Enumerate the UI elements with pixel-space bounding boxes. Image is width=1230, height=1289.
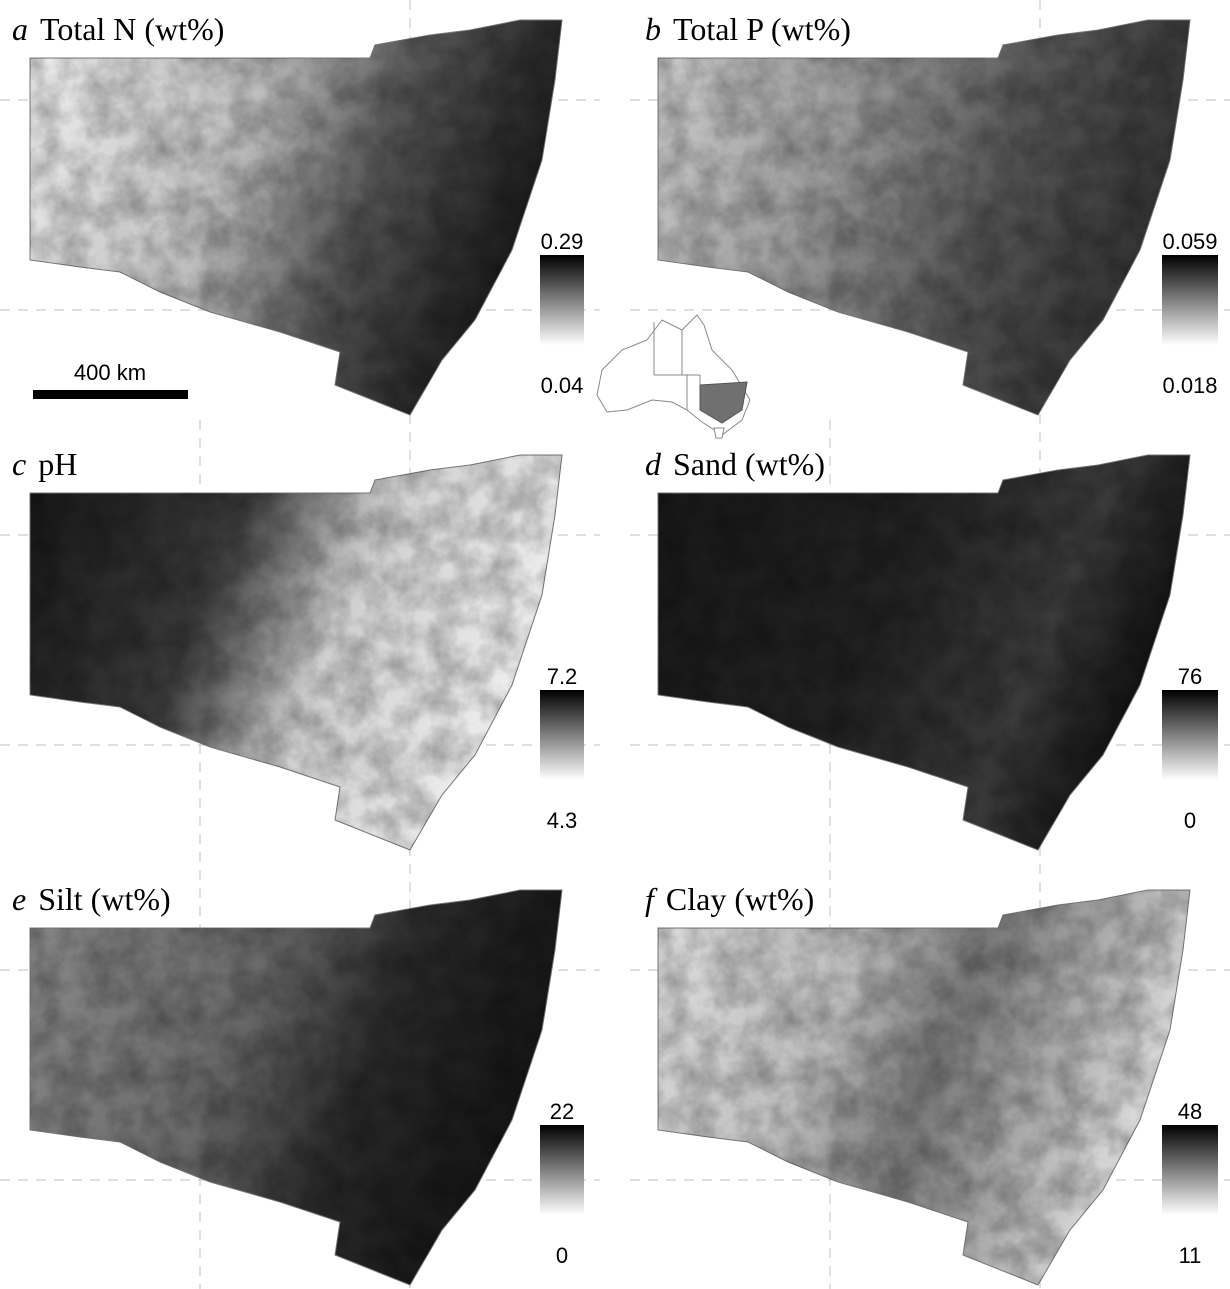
map-panel [657,889,1191,1286]
legend-min: 0 [1184,808,1196,833]
legend-min: 0.04 [541,373,584,398]
panel-title-text: pH [38,446,77,482]
panel-title: d Sand (wt%) [645,446,825,482]
map-panel [657,19,1191,416]
panel-title: a Total N (wt%) [12,11,224,47]
panel-letter: d [645,446,662,482]
panel-title-text: Silt (wt%) [38,881,170,917]
map-texture [30,890,562,1285]
panel-title-text: Total P (wt%) [673,11,851,47]
map-panel [29,889,563,1286]
panel-title: e Silt (wt%) [12,881,171,917]
panel-title-text: Clay (wt%) [666,881,814,917]
legend-min: 0 [556,1243,568,1268]
legend-max: 0.059 [1162,229,1217,254]
legend-min: 0.018 [1162,373,1217,398]
panel-letter: c [12,446,26,482]
map-panel [29,454,563,851]
map-texture [658,20,1190,415]
legend-bar [1162,1125,1218,1215]
map-panel [657,454,1191,851]
panels [29,19,1191,1286]
legend-min: 4.3 [547,808,578,833]
legend-max: 76 [1178,664,1202,689]
legend-bar [1162,255,1218,345]
panel-letter: b [645,11,661,47]
legend-max: 7.2 [547,664,578,689]
legend-bar [540,255,584,345]
legend-min: 11 [1179,1243,1202,1268]
map-texture [30,455,562,850]
legend-max: 48 [1178,1099,1202,1124]
panel-title: b Total P (wt%) [645,11,851,47]
panel-letter: e [12,881,26,917]
map-texture [658,890,1190,1285]
scale-bar [33,390,188,399]
legend-bar [540,1125,584,1215]
inset-map [596,314,751,439]
panel-letter: a [12,11,28,47]
legend-bar [540,690,584,780]
scale-bar-label: 400 km [74,360,146,385]
legend-bar [1162,690,1218,780]
panel-title: f Clay (wt%) [645,881,814,917]
legend-max: 0.29 [541,229,584,254]
panel-title-text: Sand (wt%) [673,446,825,482]
map-texture [658,455,1190,850]
legend-max: 22 [550,1099,574,1124]
panel-letter: f [645,881,658,917]
panel-title: c pH [12,446,77,482]
panel-title-text: Total N (wt%) [40,11,224,47]
